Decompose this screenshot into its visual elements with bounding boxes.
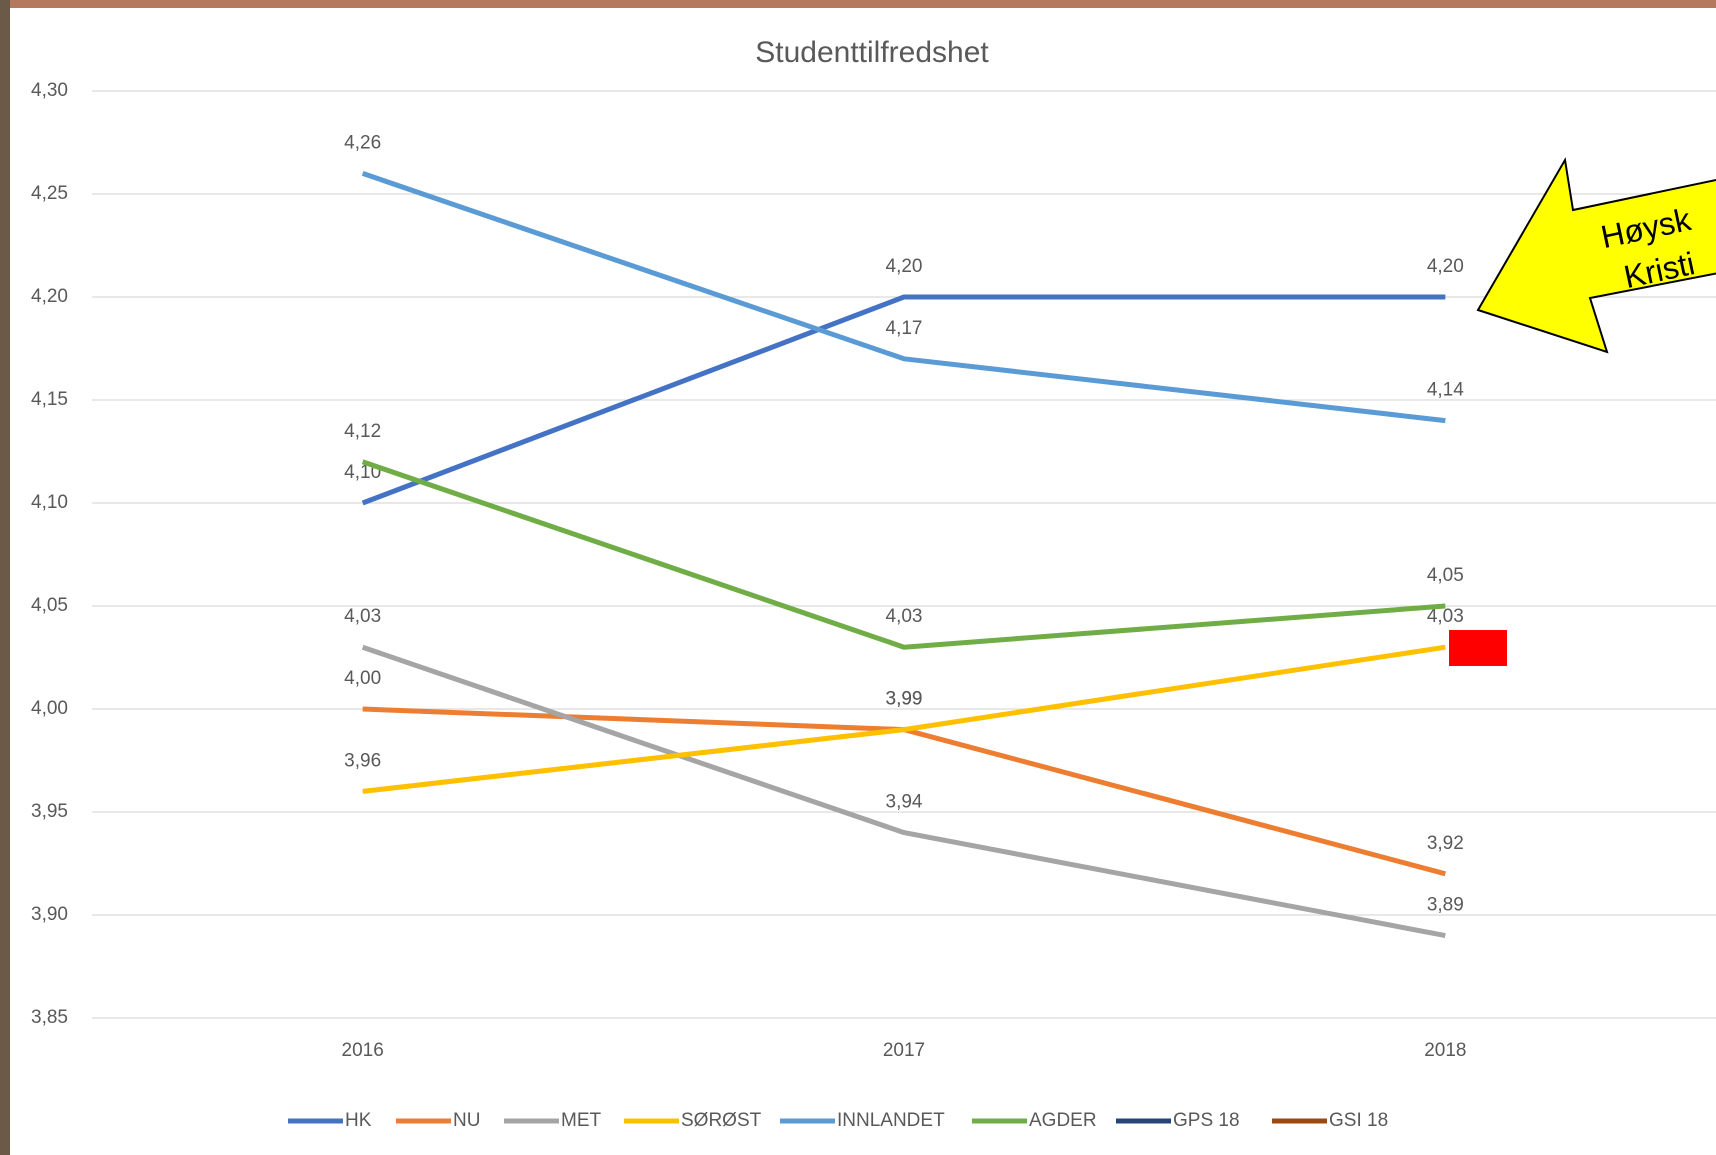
y-tick-label: 4,15 bbox=[31, 389, 68, 410]
legend-label: GSI 18 bbox=[1329, 1110, 1388, 1131]
data-label: 4,20 bbox=[1427, 256, 1464, 277]
data-label: 3,89 bbox=[1427, 895, 1464, 916]
legend-label: HK bbox=[345, 1110, 372, 1131]
legend-label: AGDER bbox=[1029, 1110, 1097, 1131]
y-tick-label: 4,10 bbox=[31, 492, 68, 513]
data-label: 4,14 bbox=[1427, 380, 1464, 401]
chart: Studenttilfredshet 3,85 3,90 3,95 4,00 4,05 4… bbox=[0, 0, 1716, 1155]
data-label: 4,05 bbox=[1427, 565, 1464, 586]
data-label: 3,92 bbox=[1427, 833, 1464, 854]
data-label: 4,03 bbox=[344, 606, 381, 627]
data-label: 4,20 bbox=[886, 256, 923, 277]
highlight-box bbox=[1449, 630, 1507, 666]
y-tick-label: 4,20 bbox=[31, 286, 68, 307]
x-tick-label: 2016 bbox=[342, 1040, 384, 1061]
legend-label: MET bbox=[561, 1110, 602, 1131]
data-label: 4,12 bbox=[344, 421, 381, 442]
legend-label: NU bbox=[453, 1110, 480, 1131]
y-tick-label: 4,00 bbox=[31, 698, 68, 719]
data-label: 4,03 bbox=[886, 606, 923, 627]
x-tick-label: 2018 bbox=[1424, 1040, 1466, 1061]
top-strip bbox=[0, 0, 1716, 8]
y-tick-label: 3,95 bbox=[31, 801, 68, 822]
y-tick-label: 4,25 bbox=[31, 183, 68, 204]
legend-label: SØRØST bbox=[681, 1110, 762, 1131]
data-label: 3,99 bbox=[886, 689, 923, 710]
data-label: 3,94 bbox=[886, 792, 923, 813]
data-label: 4,26 bbox=[344, 132, 381, 153]
y-tick-label: 3,90 bbox=[31, 904, 68, 925]
y-tick-label: 4,30 bbox=[31, 80, 68, 101]
left-strip bbox=[0, 0, 10, 1155]
data-label: 4,00 bbox=[344, 668, 381, 689]
y-tick-label: 4,05 bbox=[31, 595, 68, 616]
y-tick-label: 3,85 bbox=[31, 1007, 68, 1028]
legend-label: GPS 18 bbox=[1173, 1110, 1240, 1131]
x-tick-label: 2017 bbox=[883, 1040, 925, 1061]
data-label: 3,96 bbox=[344, 750, 381, 771]
chart-title: Studenttilfredshet bbox=[755, 36, 989, 69]
legend-label: INNLANDET bbox=[837, 1110, 945, 1131]
data-label: 4,17 bbox=[886, 318, 923, 339]
